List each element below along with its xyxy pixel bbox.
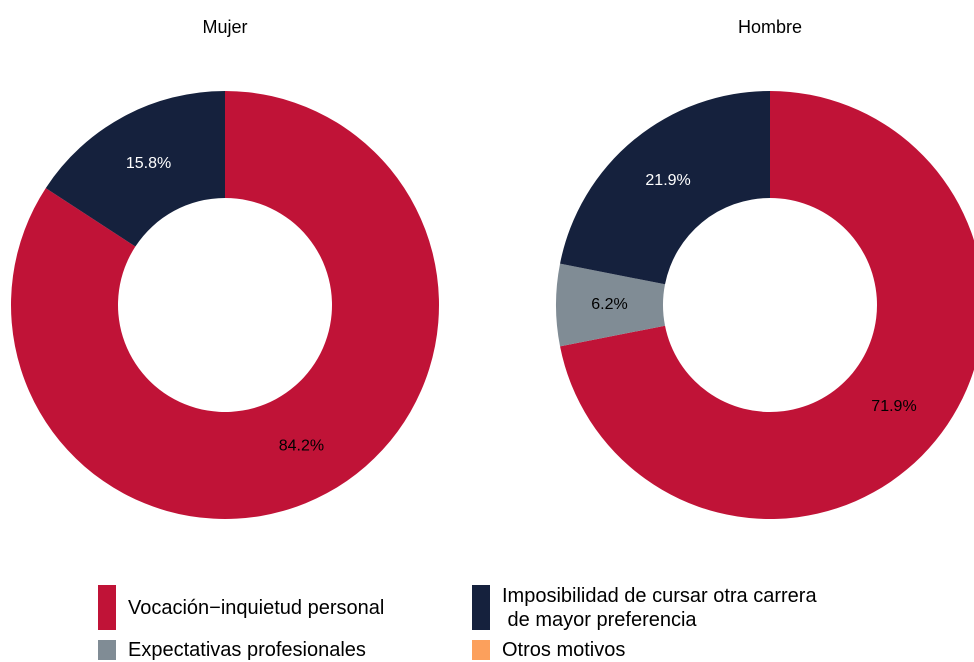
legend-key [98, 640, 116, 660]
slice-label: 84.2% [279, 437, 324, 454]
legend-item: Otros motivos [472, 639, 626, 661]
donut-slice [10, 91, 439, 519]
legend-key [472, 585, 490, 630]
legend-item: Expectativas profesionales [98, 639, 366, 661]
legend-label: Vocación−inquietud personal [128, 596, 385, 619]
chart-title: Mujer [202, 17, 247, 37]
slice-label: 71.9% [871, 398, 916, 415]
legend-label: Expectativas profesionales [128, 639, 366, 661]
slice-label: 6.2% [591, 296, 627, 313]
donut-slice [45, 91, 226, 247]
slice-label: 21.9% [645, 172, 690, 189]
legend-key [98, 585, 116, 630]
chart-title: Hombre [738, 17, 802, 37]
legend-item: Imposibilidad de cursar otra carrera de … [472, 584, 817, 631]
donut-slice [560, 91, 770, 285]
legend-label: Otros motivos [502, 639, 626, 661]
legend-item: Vocación−inquietud personal [98, 585, 384, 630]
slice-label: 15.8% [126, 155, 171, 172]
legend-key [472, 640, 490, 660]
donut-slice [560, 91, 974, 519]
donut-slice [556, 263, 666, 347]
legend-label: Imposibilidad de cursar otra carrera de … [502, 584, 817, 631]
